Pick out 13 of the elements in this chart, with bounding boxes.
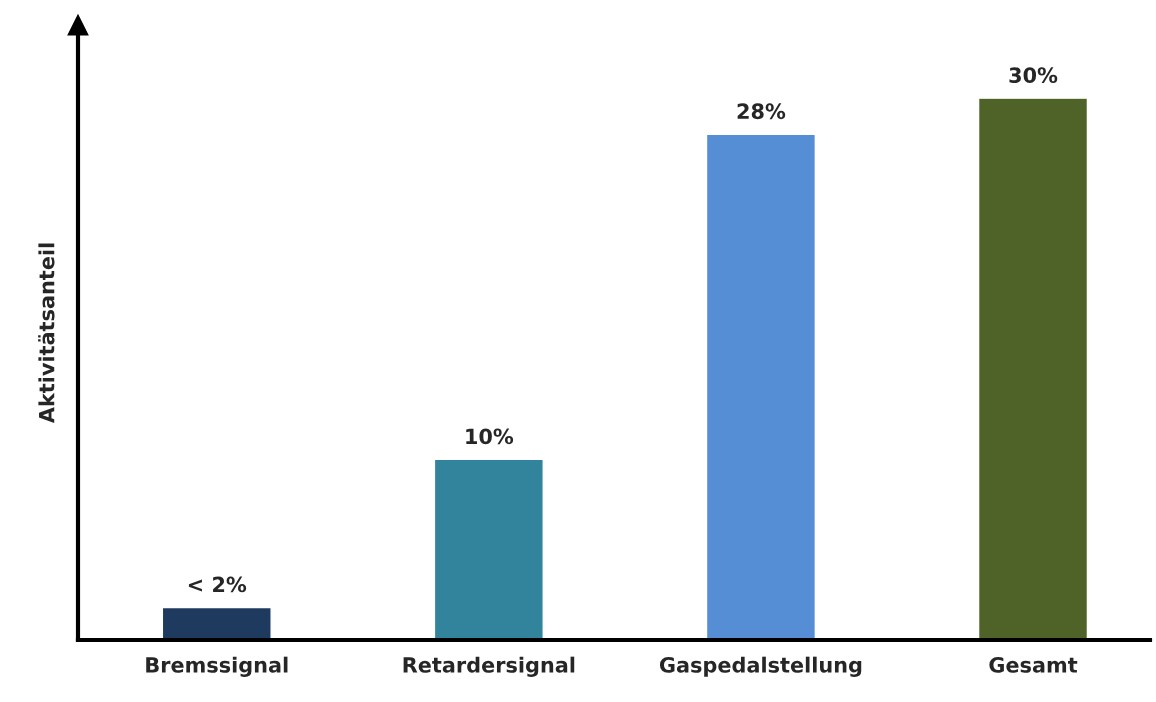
x-tick-label: Bremssignal [146,656,288,677]
data-label: < 2% [188,576,247,593]
x-tick-label: Gaspedalstellung [659,656,862,677]
data-label: 28% [737,103,786,120]
bar [161,606,272,640]
x-tick-label: Retardersignal [403,656,575,677]
x-tick-label: Gesamt [989,657,1078,673]
data-label: 30% [1009,67,1058,83]
y-axis-title: Aktivitätsanteil [38,243,55,424]
bar [705,133,817,640]
data-label: 10% [466,428,514,445]
bar [433,458,544,640]
bar [977,97,1089,640]
